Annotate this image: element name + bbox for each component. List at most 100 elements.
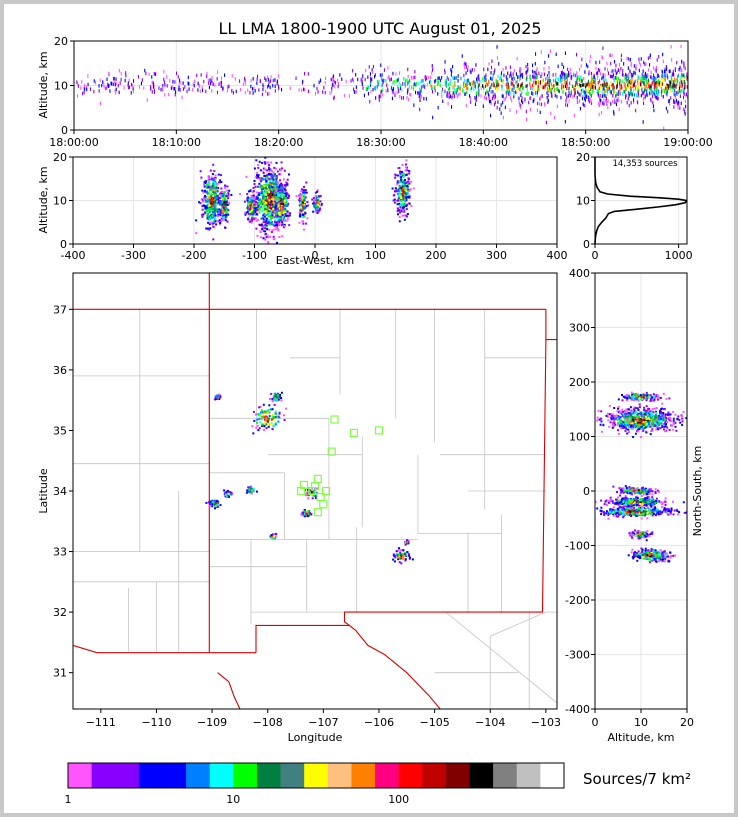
time-height-point [354,90,356,94]
ew-height-point [412,187,415,190]
ew-height-point [266,197,269,200]
time-height-point [662,95,664,99]
plan-view-point [396,552,399,555]
time-height-point [647,93,649,97]
time-height-point [132,83,134,88]
time-height-point [584,94,586,98]
ew-height-point [400,191,403,193]
ew-height-point [397,192,400,195]
time-height-point [547,98,549,103]
ew-height-point [216,183,219,186]
time-height-point [542,85,544,90]
plan-view-point [250,492,253,495]
ew-height-point [254,204,257,207]
time-height-point [324,80,326,85]
plan-view-point [256,421,259,424]
time-height-point [678,67,680,72]
time-height-point [418,88,420,92]
time-height-point [537,84,539,88]
ew-height-point [268,166,270,169]
time-height-point [664,84,666,88]
time-height-point [471,86,473,90]
time-height-point [594,77,596,82]
time-height-point [597,89,599,93]
time-height-point [341,77,343,81]
time-height-point [153,90,155,94]
time-height-point [642,92,644,96]
ew-height-point [276,170,279,173]
time-height-point [540,50,542,54]
time-height-point [633,88,635,93]
plan-view-ytick-label: 34 [53,485,67,498]
time-height-point [665,65,667,70]
time-height-point [628,72,630,77]
time-height-point [650,88,652,92]
time-height-point [674,67,676,71]
time-height-point [120,71,122,76]
time-height-point [501,79,503,83]
ew-height-point [252,190,255,193]
ew-height-point [285,214,288,217]
time-height-point [614,89,616,93]
ew-height-point [246,197,249,200]
ew-height-point [265,214,268,217]
time-height-point [494,92,496,97]
time-height-point [192,82,194,86]
ew-height-point [319,207,321,210]
ew-height-point [268,228,271,231]
time-height-point [408,97,410,102]
ew-height-point [398,167,401,169]
time-height-point [669,84,671,88]
plan-view-point [210,499,213,502]
time-height-point [419,98,421,102]
time-height-point [199,84,201,88]
time-height-point [601,110,603,115]
time-height-point [526,70,528,74]
time-height-point [211,75,213,80]
time-height-point [509,108,511,112]
plan-view-point [259,421,262,424]
time-height-point [533,70,535,75]
ew-height-point [402,187,405,190]
time-height-point [545,77,547,81]
time-height-point [587,88,589,93]
time-height-point [415,90,417,95]
time-height-point [441,91,443,95]
time-height-point [505,82,507,87]
time-height-point [474,81,476,85]
ew-height-point [280,182,283,185]
ew-height-point [303,193,306,196]
ew-height-point [204,180,207,183]
time-height-point [600,85,602,89]
time-height-point [587,64,589,69]
time-height-point [408,80,410,84]
ew-height-point [279,215,282,218]
ew-height-point [304,206,307,209]
ew-height-point [404,187,407,190]
time-height-point [636,88,638,92]
ew-height-point [275,204,278,207]
plan-view-point [402,549,405,552]
time-height-point [490,65,492,70]
ew-height-point [208,211,211,214]
time-height-point [379,94,381,98]
time-height-point [637,94,639,98]
plan-view-point [268,415,271,417]
ew-height-point [218,199,221,202]
time-height-point [616,92,618,96]
time-height-point [420,80,422,84]
time-height-point [152,85,154,89]
histogram-ytick-label: 10 [576,195,590,208]
time-height-point [525,77,527,81]
ew-height-point [209,191,212,194]
time-height-point [420,89,422,94]
time-height-point [244,78,246,83]
plan-view-point [274,398,277,401]
time-height-point [597,81,599,85]
time-height-point [408,85,410,89]
ew-height-point [312,210,315,213]
time-height-point [525,64,527,69]
time-height-point [673,73,675,77]
time-height-point [257,74,259,79]
